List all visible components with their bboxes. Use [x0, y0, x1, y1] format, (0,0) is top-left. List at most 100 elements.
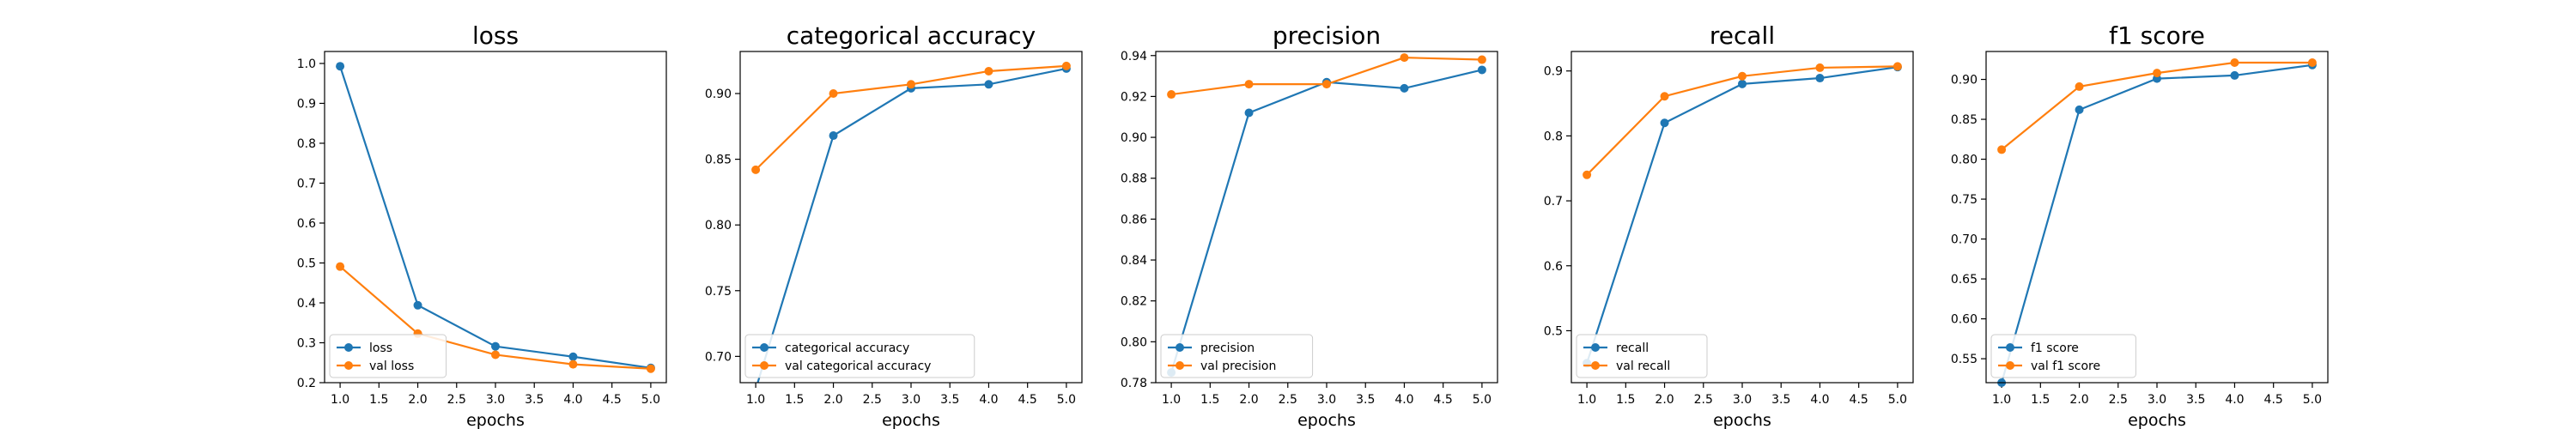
- y-tick-label: 0.7: [1544, 195, 1563, 208]
- x-tick-label: 1.5: [1200, 393, 1219, 407]
- data-point: [491, 341, 500, 351]
- series-line-1: [1170, 69, 1483, 373]
- y-tick-label: 0.86: [1121, 213, 1147, 227]
- data-point: [1997, 145, 2007, 154]
- x-tick-label: 3.0: [902, 393, 920, 407]
- y-tick-label: 0.2: [297, 377, 316, 390]
- y-tick-label: 0.82: [1121, 295, 1147, 309]
- chart-panel-5: f1 score 1.0 1.5 2.0 2.5 3.0 3.5 4.0 4.5 5.0 0.55 0…: [1951, 21, 2329, 429]
- data-point: [1167, 90, 1176, 100]
- data-point: [2230, 70, 2239, 80]
- y-tick-label: 0.75: [705, 285, 732, 299]
- legend-label: val precision: [1200, 360, 1276, 373]
- x-tick-label: 4.0: [2225, 393, 2244, 407]
- data-point: [646, 364, 655, 373]
- x-tick-label: 3.0: [1733, 393, 1752, 407]
- data-point: [2230, 58, 2239, 68]
- y-tick-label: 0.80: [1121, 335, 1147, 349]
- data-point: [2153, 69, 2161, 78]
- data-point: [829, 131, 838, 141]
- data-point: [1244, 80, 1254, 89]
- data-point: [1660, 118, 1669, 128]
- chart-panel-4: recall 1.0 1.5 2.0 2.5 3.0 3.5 4.0 4.5 5.0 0.5 0.6 0…: [1544, 21, 1914, 429]
- x-tick-label: 1.5: [1616, 393, 1635, 407]
- y-tick-label: 0.84: [1121, 254, 1147, 268]
- x-tick-label: 3.5: [1771, 393, 1790, 407]
- y-tick-label: 0.70: [1951, 233, 1978, 247]
- data-point: [829, 89, 838, 99]
- legend-label: val recall: [1616, 360, 1670, 373]
- x-tick-label: 4.0: [1810, 393, 1829, 407]
- data-point: [336, 262, 345, 271]
- data-point: [2075, 82, 2084, 91]
- y-tick-label: 0.4: [297, 297, 316, 311]
- x-tick-label: 3.5: [2186, 393, 2205, 407]
- legend: loss val loss: [329, 334, 447, 378]
- y-tick-label: 0.90: [1951, 74, 1978, 88]
- x-tick-label: 3.5: [525, 393, 544, 407]
- legend-swatch-marker: [1591, 361, 1600, 370]
- chart-title: recall: [1710, 21, 1775, 50]
- y-tick-label: 1.0: [297, 57, 316, 71]
- y-tick-label: 0.6: [1544, 260, 1563, 274]
- x-tick-label: 2.0: [408, 393, 427, 407]
- data-point: [1815, 63, 1825, 72]
- x-tick-label: 2.0: [1655, 393, 1674, 407]
- x-tick-label: 1.0: [1162, 393, 1181, 407]
- legend-label: val loss: [369, 360, 414, 373]
- x-tick-label: 1.0: [331, 393, 349, 407]
- x-tick-label: 4.5: [1850, 393, 1868, 407]
- y-tick-label: 0.9: [297, 97, 316, 111]
- legend: f1 score val f1 score: [1990, 334, 2136, 378]
- data-point: [751, 165, 761, 174]
- x-tick-label: 5.0: [1888, 393, 1907, 407]
- legend-box: [744, 334, 975, 378]
- legend-label: val categorical accuracy: [785, 360, 931, 373]
- y-tick-label: 0.85: [705, 154, 732, 167]
- y-tick-label: 0.92: [1121, 90, 1147, 104]
- axes-frame: [1571, 51, 1914, 384]
- x-axis-label: epochs: [882, 411, 940, 429]
- x-tick-label: 2.0: [823, 393, 842, 407]
- y-tick-label: 0.3: [297, 336, 316, 350]
- data-point: [2307, 58, 2317, 68]
- axes-frame: [1985, 51, 2329, 384]
- x-tick-label: 4.5: [603, 393, 622, 407]
- x-axis-label: epochs: [1713, 411, 1771, 429]
- legend-label: precision: [1200, 341, 1255, 355]
- data-point: [2075, 105, 2084, 114]
- data-point: [984, 66, 993, 76]
- data-point: [1738, 71, 1747, 81]
- chart-panel-3: precision 1.0 1.5 2.0 2.5 3.0 3.5 4.0 4.5 5.0 0.78…: [1121, 21, 1498, 429]
- y-tick-label: 0.8: [1544, 130, 1563, 143]
- x-tick-label: 3.0: [2148, 393, 2166, 407]
- chart-panel-2: categorical accuracy 1.0 1.5 2.0 2.5 3.0 3.5 4.…: [705, 21, 1083, 429]
- x-tick-label: 3.5: [1356, 393, 1375, 407]
- x-tick-label: 5.0: [1057, 393, 1076, 407]
- data-point: [1660, 92, 1669, 101]
- data-point: [1477, 65, 1486, 75]
- data-point: [1815, 74, 1825, 83]
- y-tick-label: 0.78: [1121, 377, 1147, 390]
- data-point: [491, 350, 500, 360]
- legend: categorical accuracy val categorical accu…: [744, 334, 975, 378]
- x-tick-label: 2.5: [1279, 393, 1297, 407]
- legend: recall val recall: [1576, 334, 1708, 378]
- data-point: [1400, 83, 1409, 93]
- y-tick-label: 0.90: [705, 88, 732, 101]
- legend-swatch-marker: [1176, 361, 1184, 370]
- legend-box: [1990, 334, 2136, 378]
- y-tick-label: 0.75: [1951, 193, 1978, 207]
- legend-swatch-marker: [2006, 361, 2014, 370]
- axes-frame: [324, 51, 667, 384]
- chart-title: categorical accuracy: [787, 21, 1036, 50]
- axes-frame: [1155, 51, 1498, 384]
- x-tick-label: 4.0: [979, 393, 998, 407]
- x-tick-label: 5.0: [2303, 393, 2322, 407]
- y-tick-label: 0.85: [1951, 113, 1978, 127]
- x-tick-label: 2.0: [1239, 393, 1258, 407]
- x-axis-label: epochs: [1297, 411, 1356, 429]
- legend-swatch-marker: [760, 361, 769, 370]
- series-line-2: [1170, 57, 1482, 96]
- axes-frame: [739, 51, 1083, 384]
